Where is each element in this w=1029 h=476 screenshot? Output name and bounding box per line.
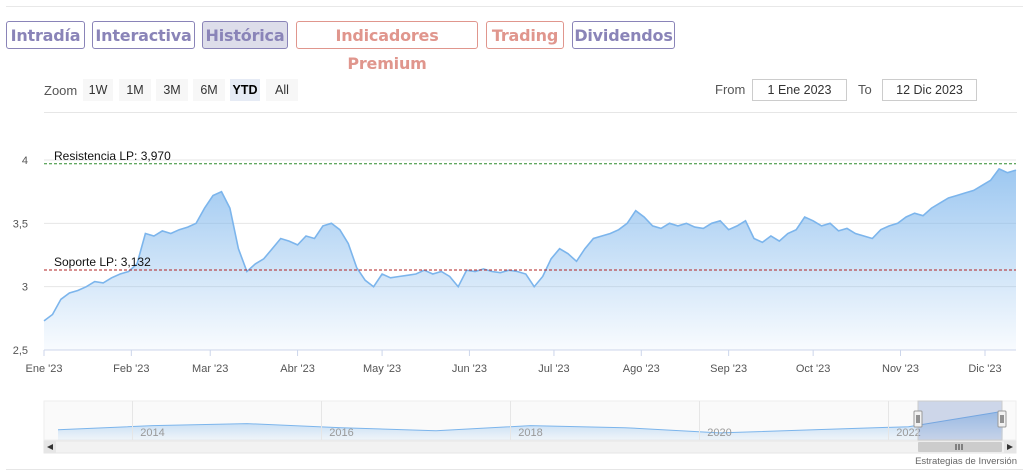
tab-indicadores-premium[interactable]: Indicadores Premium <box>296 21 478 73</box>
scroll-right-icon <box>1007 444 1013 450</box>
top-divider <box>6 6 1023 7</box>
tab-interactiva[interactable]: Interactiva <box>92 21 195 49</box>
tab-trading[interactable]: Trading <box>486 21 564 49</box>
navigator-year-label: 2018 <box>518 427 542 439</box>
support-label: Soporte LP: 3,132 <box>54 255 151 269</box>
scrollbar-track[interactable] <box>43 440 1017 454</box>
price-series <box>43 167 1017 350</box>
x-tick-label: May '23 <box>363 363 401 375</box>
x-tick-label: Abr '23 <box>280 363 315 375</box>
zoom-button-all[interactable]: All <box>266 79 298 101</box>
tab-intradia[interactable]: Intradía <box>6 21 85 49</box>
y-tick-label: 3,5 <box>13 218 28 230</box>
zoom-label: Zoom <box>44 83 78 98</box>
zoom-button-ytd[interactable]: YTD <box>230 79 260 101</box>
zoom-button-6m[interactable]: 6M <box>193 79 225 101</box>
bottom-divider <box>6 469 1023 470</box>
y-tick-label: 3 <box>22 282 28 294</box>
zoom-button-1m[interactable]: 1M <box>119 79 151 101</box>
navigator-year-label: 2014 <box>140 427 164 439</box>
navigator-year-label: 2016 <box>329 427 353 439</box>
to-date-input[interactable]: 12 Dic 2023 <box>882 79 977 101</box>
zoom-button-1w[interactable]: 1W <box>83 79 113 101</box>
y-tick-label: 4 <box>22 155 28 167</box>
x-tick-label: Jun '23 <box>452 363 487 375</box>
scrollbar-thumb[interactable] <box>918 442 1002 452</box>
price-line <box>43 167 1017 322</box>
navigator-handle-right[interactable] <box>997 410 1007 428</box>
x-tick-label: Feb '23 <box>113 363 149 375</box>
price-area-fill <box>44 168 1016 350</box>
x-tick-label: Nov '23 <box>882 363 919 375</box>
y-tick-label: 2,5 <box>13 345 28 357</box>
x-tick-label: Jul '23 <box>538 363 569 375</box>
navigator[interactable]: 2014 2016 2018 2020 2022 <box>43 400 1017 454</box>
to-label: To <box>858 82 872 97</box>
tab-dividendos[interactable]: Dividendos <box>572 21 675 49</box>
from-label: From <box>715 82 746 97</box>
navigator-year-label: 2022 <box>896 427 920 439</box>
level-lines: Resistencia LP: 3,970 Soporte LP: 3,132 <box>44 149 1016 271</box>
axes: 2,5 3 3,5 4 Ene '23 Feb '23 Mar '23 Abr '23 May … <box>13 155 1016 375</box>
x-tick-label: Dic '23 <box>968 363 1001 375</box>
zoom-button-3m[interactable]: 3M <box>156 79 188 101</box>
navigator-selection[interactable] <box>917 400 1003 441</box>
from-date-input[interactable]: 1 Ene 2023 <box>752 79 847 101</box>
scroll-left-icon <box>47 444 53 450</box>
toolbar-divider <box>44 112 1017 113</box>
x-tick-label: Ene '23 <box>26 363 63 375</box>
navigator-line <box>57 410 1004 434</box>
x-tick-label: Ago '23 <box>623 363 660 375</box>
navigator-year-label: 2020 <box>707 427 731 439</box>
x-tick-label: Mar '23 <box>192 363 228 375</box>
resistance-label: Resistencia LP: 3,970 <box>54 149 171 163</box>
x-tick-label: Sep '23 <box>710 363 747 375</box>
chart-credit: Estrategias de Inversión <box>915 456 1017 467</box>
x-tick-label: Oct '23 <box>796 363 831 375</box>
navigator-handle-left[interactable] <box>913 410 923 428</box>
tab-historica[interactable]: Histórica <box>202 21 288 49</box>
